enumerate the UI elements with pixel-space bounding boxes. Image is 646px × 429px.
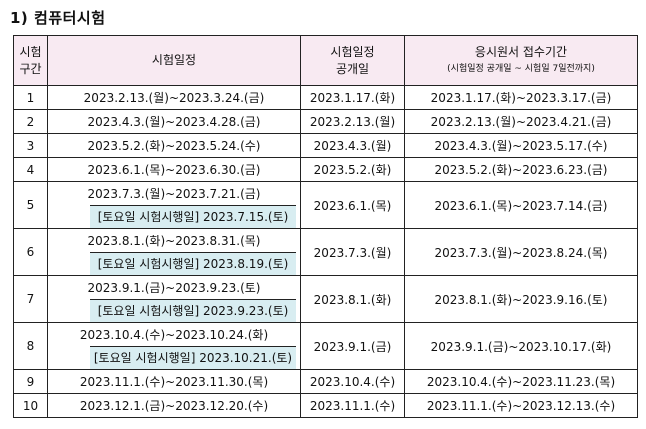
header-open-date: 시험일정 공개일 (300, 35, 405, 86)
registration-period: 2023.1.17.(화)~2023.3.17.(금) (404, 85, 638, 110)
exam-period-range: 2023.8.1.(화)~2023.8.31.(목) (87, 233, 261, 248)
saturday-exam-date: [토요일 시험시행일] 2023.7.15.(토) (90, 204, 296, 228)
open-date: 2023.9.1.(금) (300, 322, 405, 370)
registration-period: 2023.8.1.(화)~2023.9.16.(토) (404, 275, 638, 323)
exam-period: 2023.5.2.(화)~2023.5.24.(수) (47, 133, 301, 158)
round-number: 8 (13, 322, 48, 370)
round-number: 9 (13, 369, 48, 394)
table-row: 4 2023.6.1.(목)~2023.6.30.(금) 2023.5.2.(화) 2… (13, 157, 638, 182)
registration-period: 2023.10.4.(수)~2023.11.23.(목) (404, 369, 638, 394)
open-date: 2023.8.1.(화) (300, 275, 405, 323)
table-row: 10 2023.12.1.(금)~2023.12.20.(수) 2023.11.1.… (13, 393, 638, 418)
exam-period: 2023.12.1.(금)~2023.12.20.(수) (47, 393, 301, 418)
exam-period: 2023.4.3.(월)~2023.4.28.(금) (47, 109, 301, 134)
exam-schedule-table: 시험 구간 시험일정 시험일정 공개일 응시원서 접수기간 (시험일정 공개일 ~ … (13, 35, 638, 418)
open-date: 2023.11.1.(수) (300, 393, 405, 418)
table-row: 1 2023.2.13.(월)~2023.3.24.(금) 2023.1.17.(화… (13, 85, 638, 110)
registration-period: 2023.9.1.(금)~2023.10.17.(화) (404, 322, 638, 370)
registration-period: 2023.2.13.(월)~2023.4.21.(금) (404, 109, 638, 134)
exam-period: 2023.10.4.(수)~2023.10.24.(화) [토요일 시험시행일] … (47, 322, 301, 370)
exam-period-range: 2023.7.3.(월)~2023.7.21.(금) (87, 186, 261, 201)
open-date: 2023.10.4.(수) (300, 369, 405, 394)
header-reg-period: 응시원서 접수기간 (시험일정 공개일 ~ 시험일 7일전까지) (404, 35, 638, 86)
saturday-exam-date: [토요일 시험시행일] 2023.9.23.(토) (90, 298, 296, 322)
header-exam-period: 시험일정 (47, 35, 301, 86)
header-round: 시험 구간 (13, 35, 48, 86)
registration-period: 2023.6.1.(목)~2023.7.14.(금) (404, 181, 638, 229)
table-row: 2 2023.4.3.(월)~2023.4.28.(금) 2023.2.13.(월)… (13, 109, 638, 134)
registration-period: 2023.5.2.(화)~2023.6.23.(금) (404, 157, 638, 182)
exam-period: 2023.2.13.(월)~2023.3.24.(금) (47, 85, 301, 110)
round-number: 3 (13, 133, 48, 158)
table-row: 5 2023.7.3.(월)~2023.7.21.(금) [토요일 시험시행일] 2… (13, 181, 638, 229)
exam-period-range: 2023.10.4.(수)~2023.10.24.(화) (79, 327, 269, 342)
exam-period: 2023.8.1.(화)~2023.8.31.(목) [토요일 시험시행일] 20… (47, 228, 301, 276)
table-row: 6 2023.8.1.(화)~2023.8.31.(목) [토요일 시험시행일] 2… (13, 228, 638, 276)
open-date: 2023.7.3.(월) (300, 228, 405, 276)
open-date: 2023.2.13.(월) (300, 109, 405, 134)
table-row: 7 2023.9.1.(금)~2023.9.23.(토) [토요일 시험시행일] 2… (13, 275, 638, 323)
registration-period: 2023.7.3.(월)~2023.8.24.(목) (404, 228, 638, 276)
registration-period: 2023.11.1.(수)~2023.12.13.(수) (404, 393, 638, 418)
round-number: 4 (13, 157, 48, 182)
round-number: 5 (13, 181, 48, 229)
round-number: 1 (13, 85, 48, 110)
round-number: 7 (13, 275, 48, 323)
section-title: 1) 컴퓨터시험 (10, 9, 106, 27)
open-date: 2023.1.17.(화) (300, 85, 405, 110)
table-row: 3 2023.5.2.(화)~2023.5.24.(수) 2023.4.3.(월) 2… (13, 133, 638, 158)
registration-period: 2023.4.3.(월)~2023.5.17.(수) (404, 133, 638, 158)
exam-period: 2023.9.1.(금)~2023.9.23.(토) [토요일 시험시행일] 20… (47, 275, 301, 323)
table-header-row: 시험 구간 시험일정 시험일정 공개일 응시원서 접수기간 (시험일정 공개일 ~ … (13, 35, 638, 86)
saturday-exam-date: [토요일 시험시행일] 2023.8.19.(토) (90, 251, 296, 275)
exam-period: 2023.11.1.(수)~2023.11.30.(목) (47, 369, 301, 394)
round-number: 10 (13, 393, 48, 418)
header-reg-title: 응시원서 접수기간 (474, 44, 568, 59)
table-row: 8 2023.10.4.(수)~2023.10.24.(화) [토요일 시험시행일]… (13, 322, 638, 370)
open-date: 2023.4.3.(월) (300, 133, 405, 158)
round-number: 2 (13, 109, 48, 134)
exam-period-range: 2023.9.1.(금)~2023.9.23.(토) (87, 280, 261, 295)
open-date: 2023.6.1.(목) (300, 181, 405, 229)
exam-period: 2023.7.3.(월)~2023.7.21.(금) [토요일 시험시행일] 20… (47, 181, 301, 229)
header-reg-note: (시험일정 공개일 ~ 시험일 7일전까지) (447, 63, 595, 74)
round-number: 6 (13, 228, 48, 276)
saturday-exam-date: [토요일 시험시행일] 2023.10.21.(토) (90, 345, 296, 369)
table-row: 9 2023.11.1.(수)~2023.11.30.(목) 2023.10.4.(… (13, 369, 638, 394)
exam-period: 2023.6.1.(목)~2023.6.30.(금) (47, 157, 301, 182)
open-date: 2023.5.2.(화) (300, 157, 405, 182)
